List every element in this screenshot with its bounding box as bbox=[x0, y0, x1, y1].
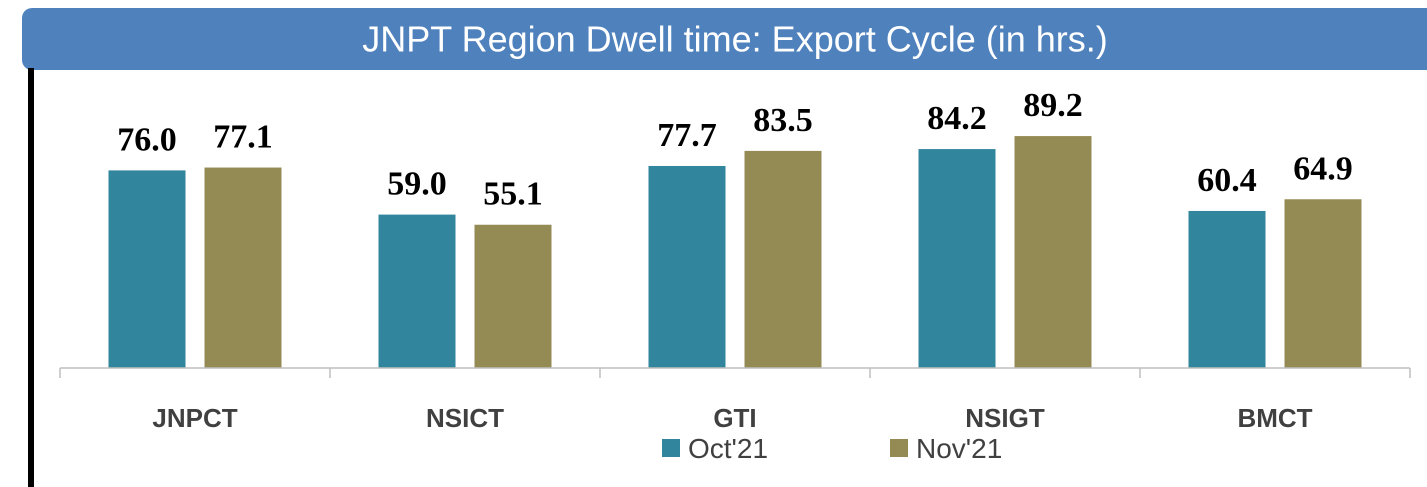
data-label: 76.0 bbox=[117, 121, 177, 158]
x-tick-label: NSICT bbox=[426, 403, 504, 433]
bar bbox=[1188, 210, 1266, 368]
x-tick-label: GTI bbox=[713, 403, 756, 433]
legend-label: Nov'21 bbox=[916, 433, 1002, 464]
legend-swatch bbox=[662, 439, 680, 457]
legend-label: Oct'21 bbox=[688, 433, 768, 464]
left-border bbox=[28, 68, 34, 487]
bar bbox=[918, 149, 996, 368]
title-banner bbox=[22, 8, 1427, 70]
x-tick-label: BMCT bbox=[1237, 403, 1312, 433]
x-tick-label: NSIGT bbox=[965, 403, 1045, 433]
legend-swatch bbox=[890, 439, 908, 457]
data-label: 84.2 bbox=[927, 100, 987, 137]
bar bbox=[744, 150, 822, 368]
data-label: 60.4 bbox=[1197, 162, 1257, 199]
x-tick-label: JNPCT bbox=[152, 403, 237, 433]
bar bbox=[1284, 199, 1362, 368]
bar bbox=[474, 224, 552, 368]
data-label: 55.1 bbox=[483, 176, 543, 213]
data-label: 89.2 bbox=[1023, 87, 1083, 124]
data-label: 59.0 bbox=[387, 166, 447, 203]
bar bbox=[378, 214, 456, 368]
data-label: 64.9 bbox=[1293, 150, 1353, 187]
chart-title: JNPT Region Dwell time: Export Cycle (in… bbox=[362, 19, 1108, 60]
data-label: 77.7 bbox=[657, 117, 717, 154]
data-label: 83.5 bbox=[753, 102, 813, 139]
data-label: 77.1 bbox=[213, 119, 273, 156]
bar bbox=[648, 165, 726, 368]
bar bbox=[1014, 136, 1092, 368]
bar bbox=[204, 167, 282, 368]
bar bbox=[108, 170, 186, 368]
